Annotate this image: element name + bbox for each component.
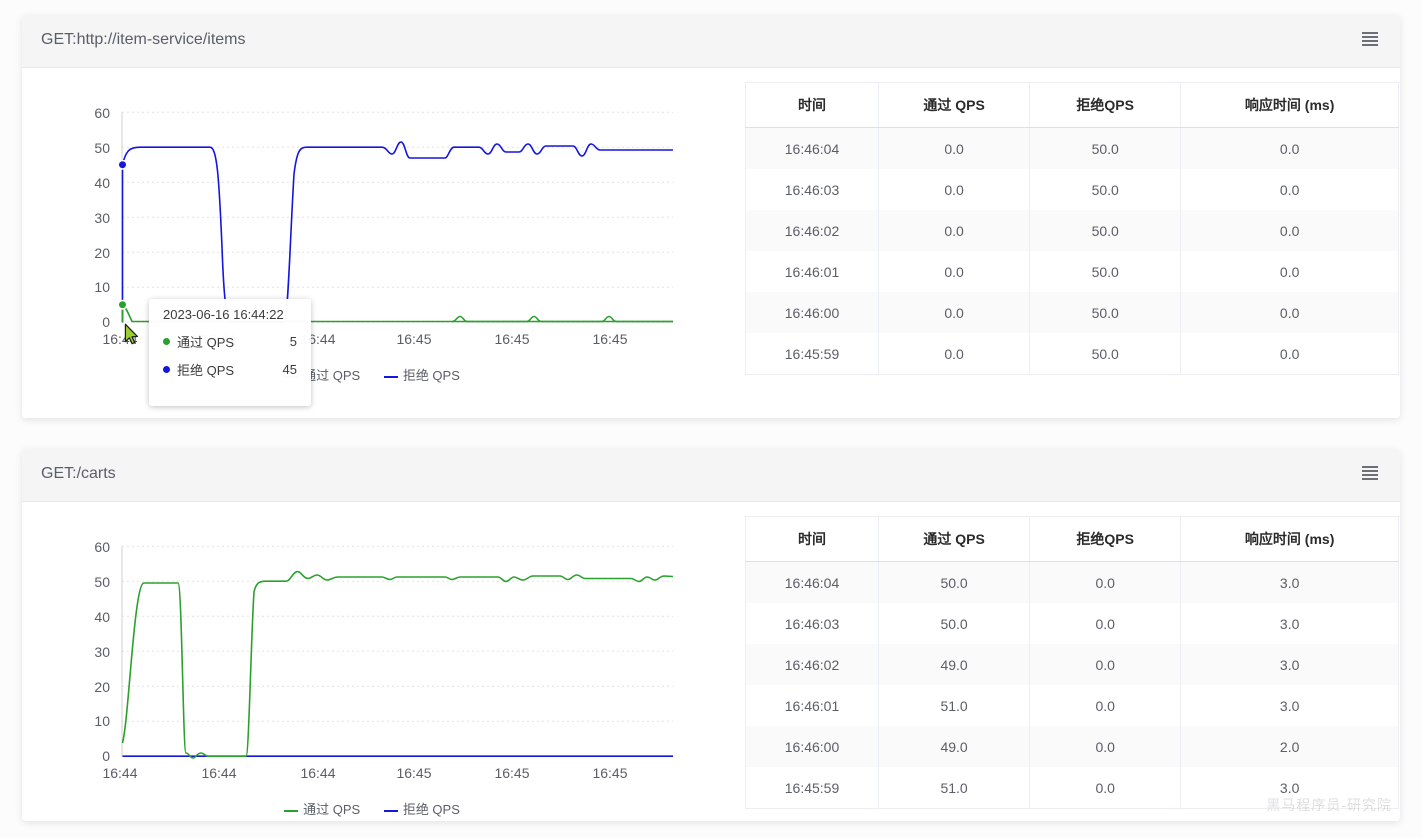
svg-text:16:45: 16:45 xyxy=(592,765,627,781)
svg-text:16:45: 16:45 xyxy=(396,765,431,781)
svg-text:30: 30 xyxy=(94,210,110,226)
svg-text:30: 30 xyxy=(94,644,110,660)
svg-text:16:44: 16:44 xyxy=(102,765,137,781)
svg-text:20: 20 xyxy=(94,245,110,261)
svg-text:16:44: 16:44 xyxy=(201,765,236,781)
svg-text:20: 20 xyxy=(94,679,110,695)
svg-text:50: 50 xyxy=(94,574,110,590)
svg-text:60: 60 xyxy=(94,539,110,555)
svg-text:16:45: 16:45 xyxy=(494,331,529,347)
svg-text:16:45: 16:45 xyxy=(494,765,529,781)
svg-text:40: 40 xyxy=(94,175,110,191)
svg-text:16:45: 16:45 xyxy=(592,331,627,347)
svg-text:60: 60 xyxy=(94,105,110,121)
svg-text:10: 10 xyxy=(94,713,110,729)
svg-text:40: 40 xyxy=(94,609,110,625)
svg-text:50: 50 xyxy=(94,140,110,156)
svg-text:0: 0 xyxy=(102,748,110,764)
svg-text:10: 10 xyxy=(94,279,110,295)
svg-text:0: 0 xyxy=(102,314,110,330)
svg-text:16:44: 16:44 xyxy=(300,765,335,781)
svg-text:16:45: 16:45 xyxy=(396,331,431,347)
